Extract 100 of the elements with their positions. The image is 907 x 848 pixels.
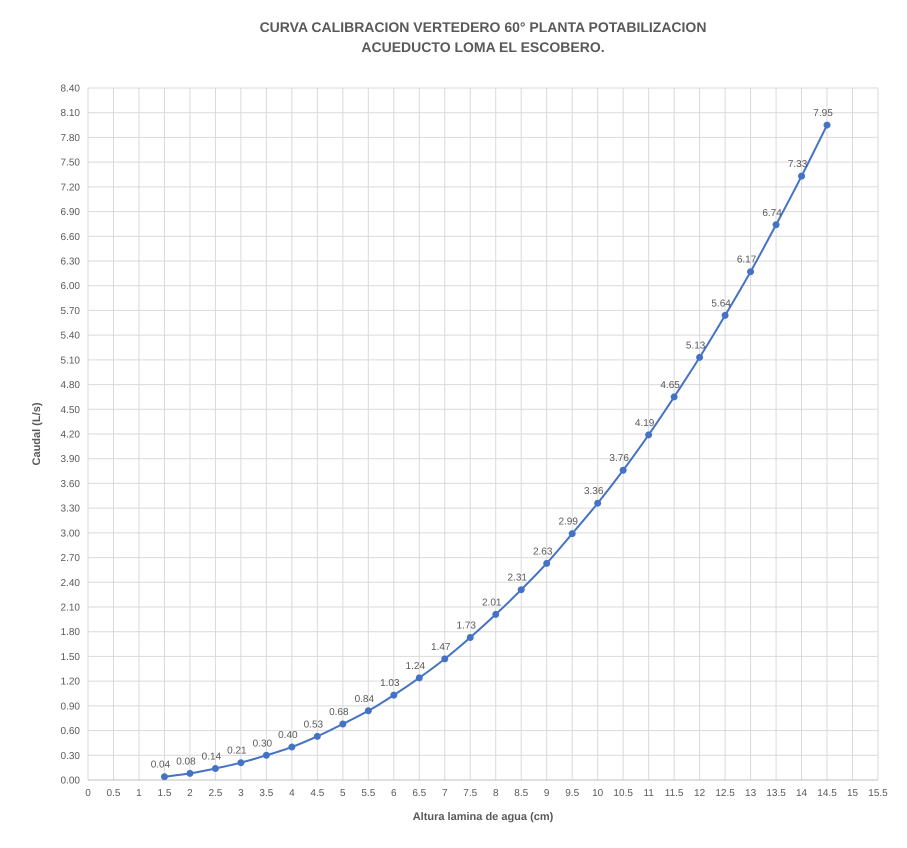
data-label: 6.17 xyxy=(736,254,757,266)
x-tick-label: 15.5 xyxy=(868,788,888,799)
point xyxy=(670,393,678,400)
data-label: 2.01 xyxy=(482,597,502,608)
x-tick-label: 13.5 xyxy=(766,788,786,799)
point xyxy=(696,354,704,361)
data-label: 0.53 xyxy=(304,719,324,730)
x-tick-label: 9.5 xyxy=(565,788,580,799)
y-tick-label: 1.80 xyxy=(60,627,80,638)
data-label: 0.14 xyxy=(202,751,222,762)
x-tick-label: 1.5 xyxy=(158,788,172,799)
y-tick-label: 8.10 xyxy=(60,108,80,120)
data-label: 0.84 xyxy=(354,694,374,705)
x-tick-label: 5 xyxy=(340,788,346,799)
x-tick-label: 10.5 xyxy=(613,788,634,799)
x-tick-label: 12 xyxy=(694,788,706,799)
y-tick-label: 3.30 xyxy=(60,504,80,515)
y-tick-label: 6.60 xyxy=(60,232,80,243)
x-tick-label: 8 xyxy=(492,788,499,799)
y-tick-label: 6.00 xyxy=(60,281,80,292)
x-tick-label: 11.5 xyxy=(664,788,684,799)
data-label: 2.63 xyxy=(532,546,553,558)
data-label: 4.19 xyxy=(634,418,655,429)
point xyxy=(594,500,602,507)
x-tick-label: 4 xyxy=(289,788,296,799)
x-tick-label: 9 xyxy=(544,788,550,799)
data-label: 7.33 xyxy=(788,159,808,170)
y-tick-label: 2.70 xyxy=(60,553,80,564)
y-tick-label: 1.20 xyxy=(60,676,80,688)
x-tick-label: 13 xyxy=(745,788,757,799)
x-tick-label: 3 xyxy=(238,788,244,799)
y-tick-label: 7.20 xyxy=(60,182,80,194)
data-label: 4.65 xyxy=(660,380,680,391)
point xyxy=(339,720,346,728)
point xyxy=(390,692,398,699)
x-tick-label: 8.5 xyxy=(514,788,529,799)
point xyxy=(212,764,219,772)
point xyxy=(492,610,500,618)
point xyxy=(568,530,576,538)
y-tick-label: 0.00 xyxy=(60,776,80,786)
x-tick-label: 7 xyxy=(442,788,448,799)
x-tick-label: 7.5 xyxy=(463,788,478,799)
point xyxy=(798,172,806,180)
x-tick-label: 6 xyxy=(391,788,398,799)
point xyxy=(186,770,194,777)
y-tick-label: 5.10 xyxy=(60,355,80,366)
data-label: 3.36 xyxy=(584,486,604,498)
y-tick-label: 2.40 xyxy=(60,578,80,589)
x-tick-label: 4.5 xyxy=(310,788,325,799)
data-label: 0.68 xyxy=(329,706,350,718)
point xyxy=(747,268,754,276)
x-axis-title: Altura lamina de agua (cm) xyxy=(412,811,554,823)
point xyxy=(466,634,474,641)
data-label: 5.64 xyxy=(711,298,732,310)
x-tick-label: 12.5 xyxy=(715,788,736,799)
x-tick-label: 14 xyxy=(796,788,808,799)
y-tick-label: 8.40 xyxy=(60,84,80,94)
chart-title: CURVA CALIBRACION VERTEDERO 60° PLANTA POTABILIZACION ACUEDUCTO LOMA EL ESCOBERO. xyxy=(260,19,706,55)
x-tick-label: 10 xyxy=(592,788,604,799)
x-tick-label: 2 xyxy=(187,788,194,799)
point xyxy=(620,466,627,474)
y-tick-label: 3.90 xyxy=(60,454,80,466)
point xyxy=(824,122,831,129)
data-label: 7.95 xyxy=(813,108,834,120)
y-tick-label: 4.80 xyxy=(60,380,80,392)
x-tick-label: 11 xyxy=(643,788,654,799)
point xyxy=(262,752,270,759)
data-label: 0.40 xyxy=(278,730,298,742)
data-label: 0.08 xyxy=(176,756,196,768)
y-tick-label: 6.30 xyxy=(60,256,80,268)
y-tick-label: 6.90 xyxy=(60,207,80,218)
data-label: 2.31 xyxy=(507,572,528,584)
y-tick-label: 2.10 xyxy=(60,602,80,614)
x-tick-label: 1 xyxy=(136,788,142,799)
point xyxy=(416,674,423,682)
x-tick-label: 15 xyxy=(846,788,859,799)
point xyxy=(441,655,448,662)
y-axis-title: Caudal (L/s) xyxy=(31,402,43,466)
data-label: 1.03 xyxy=(380,678,400,690)
y-tick-label: 3.00 xyxy=(60,528,80,540)
data-label: 3.76 xyxy=(609,453,630,464)
x-tick-label: 0.5 xyxy=(106,788,121,799)
point xyxy=(518,586,525,594)
point xyxy=(237,759,244,766)
data-label: 6.74 xyxy=(762,208,782,219)
y-tick-label: 3.60 xyxy=(60,478,80,490)
y-tick-label: 1.50 xyxy=(60,652,80,663)
x-tick-label: 6.5 xyxy=(412,788,427,799)
data-label: 1.47 xyxy=(431,642,451,653)
point xyxy=(364,707,372,714)
point xyxy=(543,560,550,567)
data-label: 0.04 xyxy=(150,760,171,771)
x-tick-label: 0 xyxy=(85,788,92,799)
point xyxy=(722,312,729,319)
data-label: 1.24 xyxy=(406,660,426,672)
point xyxy=(772,221,780,228)
data-label: 1.73 xyxy=(456,620,476,632)
y-tick-label: 0.90 xyxy=(60,701,80,712)
x-tick-label: 2.5 xyxy=(208,788,223,799)
y-tick-label: 7.80 xyxy=(60,132,80,144)
